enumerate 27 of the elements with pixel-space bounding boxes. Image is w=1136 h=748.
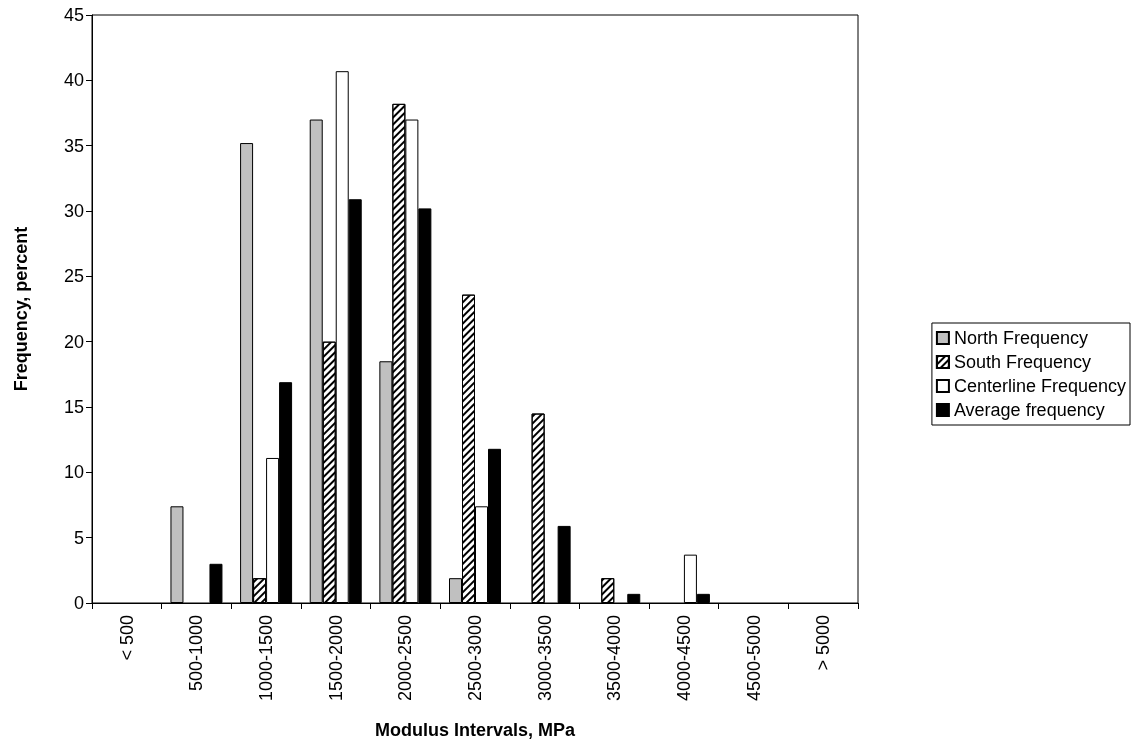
x-tick-label: 2000-2500 — [395, 615, 416, 702]
legend-label: North Frequency — [953, 328, 1088, 348]
x-tick-label: 1500-2000 — [325, 615, 346, 702]
x-axis-title: Modulus Intervals, MPa — [374, 720, 576, 740]
x-tick-label: 500-1000 — [186, 615, 207, 692]
x-tick-label: 4000-4500 — [673, 615, 694, 702]
x-tick-label: 3500-4000 — [604, 615, 625, 702]
y-tick-label: 25 — [63, 266, 84, 287]
y-tick-label: 0 — [73, 593, 84, 613]
y-tick-label: 35 — [63, 135, 84, 156]
y-tick-label: 45 — [63, 5, 84, 25]
y-axis-title: Frequency, percent — [11, 226, 31, 392]
x-tick-label: 1000-1500 — [256, 615, 277, 702]
legend-label: Centerline Frequency — [953, 376, 1126, 396]
legend-label: Average frequency — [953, 400, 1105, 420]
x-tick-label: 4500-5000 — [743, 615, 764, 702]
y-tick-label: 20 — [63, 331, 84, 352]
y-tick-label: 40 — [63, 70, 84, 91]
y-tick-label: 15 — [63, 397, 84, 417]
y-tick-label: 30 — [63, 201, 84, 221]
x-tick-label: 3000-3500 — [534, 615, 555, 702]
x-tick-label: 2500-3000 — [465, 615, 485, 702]
y-tick-label: 5 — [73, 527, 84, 548]
x-tick-label: < 500 — [116, 615, 137, 661]
x-tick-label: > 5000 — [813, 615, 834, 671]
legend-label: South Frequency — [953, 352, 1091, 372]
y-tick-label: 10 — [63, 462, 84, 483]
